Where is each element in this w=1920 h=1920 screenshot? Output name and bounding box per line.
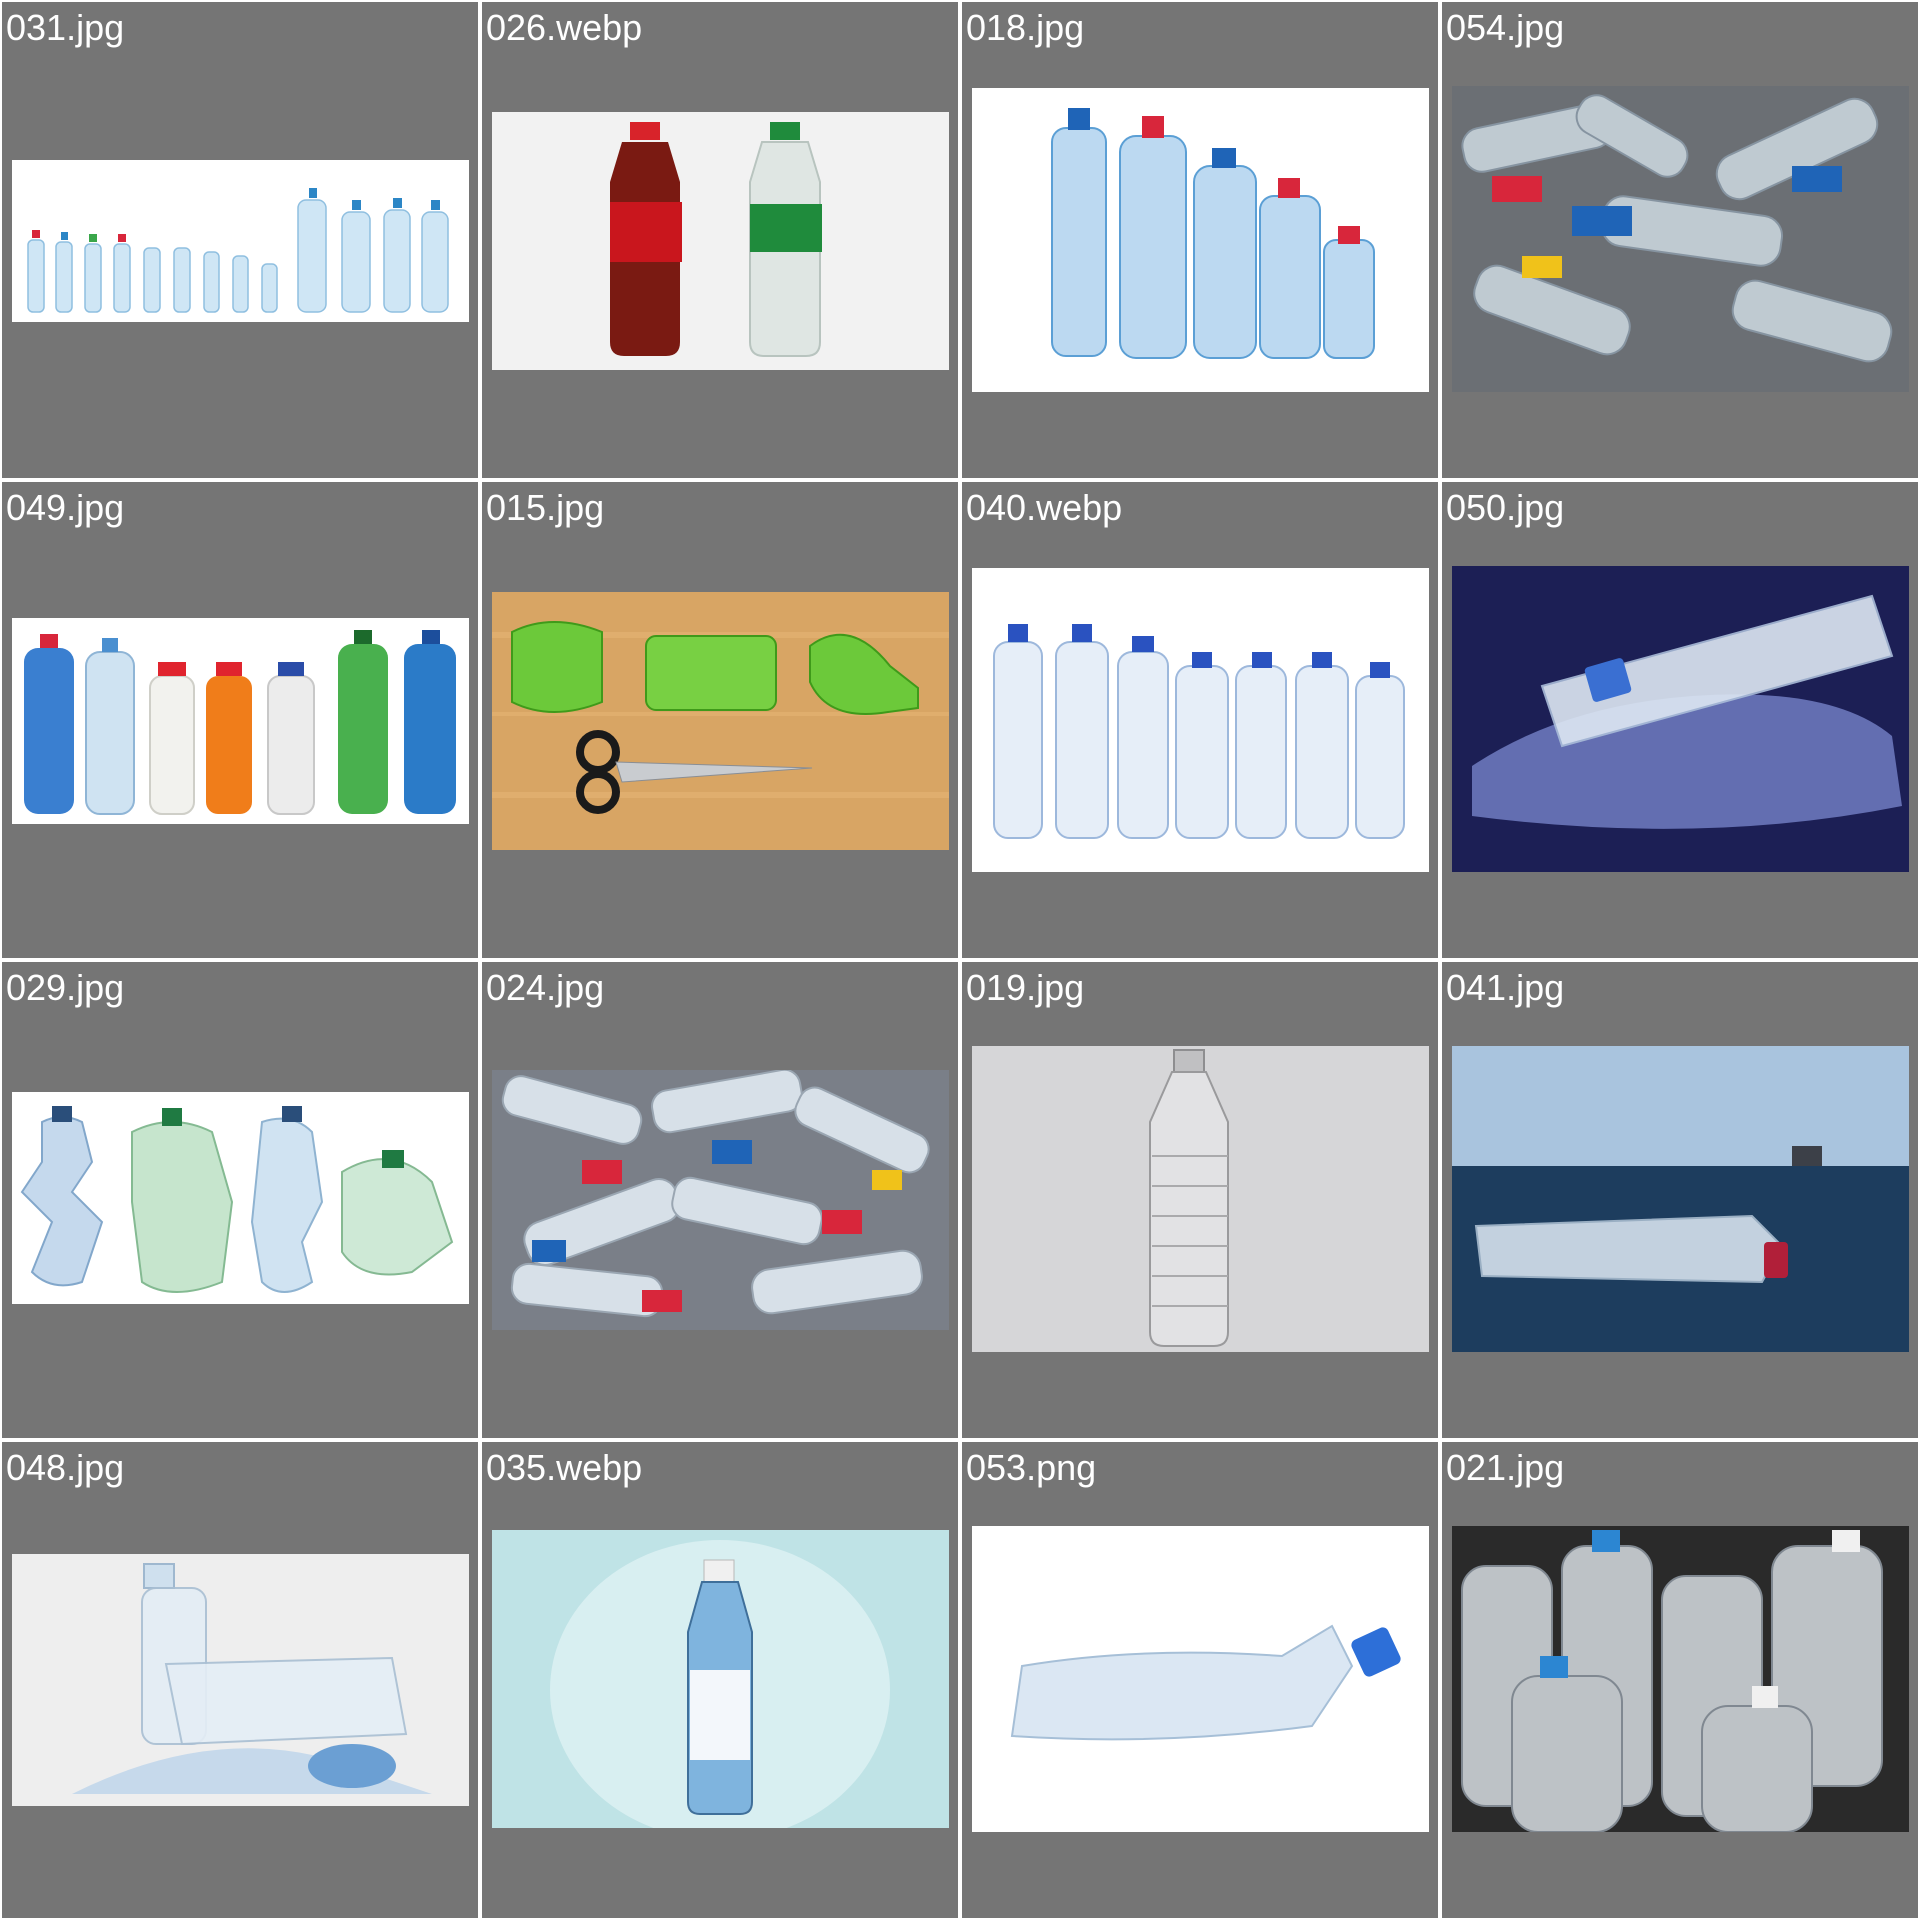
tile-026-webp[interactable]: 026.webp xyxy=(482,2,958,478)
tile-054-jpg[interactable]: 054.jpg xyxy=(1442,2,1918,478)
file-name-label: 015.jpg xyxy=(486,488,604,528)
thumbnail-image[interactable] xyxy=(492,1070,949,1330)
cut-green-bottle-with-scissors-icon xyxy=(492,592,949,850)
thumbnail-image[interactable] xyxy=(12,1092,469,1304)
file-name-label: 054.jpg xyxy=(1446,8,1564,48)
file-name-label: 040.webp xyxy=(966,488,1122,528)
thumbnail-image[interactable] xyxy=(1452,86,1909,392)
file-name-label: 018.jpg xyxy=(966,8,1084,48)
crumpled-bottle-blue-cap-icon xyxy=(972,1526,1429,1832)
tile-029-jpg[interactable]: 029.jpg xyxy=(2,962,478,1438)
thumbnail-image[interactable] xyxy=(972,1526,1429,1832)
file-name-label: 049.jpg xyxy=(6,488,124,528)
clear-bottles-closeup-icon xyxy=(1452,1526,1909,1832)
row-of-water-bottles-sizes-icon xyxy=(12,160,469,322)
tile-053-png[interactable]: 053.png xyxy=(962,1442,1438,1918)
bottles-flakes-and-pellets-icon xyxy=(12,1554,469,1806)
file-name-label: 021.jpg xyxy=(1446,1448,1564,1488)
thumbnail-image[interactable] xyxy=(972,88,1429,392)
colored-plastic-bottles-row-icon xyxy=(12,618,469,824)
file-name-label: 019.jpg xyxy=(966,968,1084,1008)
cola-and-lemon-soda-bottles-icon xyxy=(492,112,949,370)
thumbnail-image[interactable] xyxy=(492,1530,949,1828)
thumbnail-image[interactable] xyxy=(1452,566,1909,872)
pile-of-plastic-bottles-icon xyxy=(1452,86,1909,392)
tile-041-jpg[interactable]: 041.jpg xyxy=(1442,962,1918,1438)
single-empty-clear-bottle-icon xyxy=(972,1046,1429,1352)
bottle-on-pet-flakes-icon xyxy=(1452,566,1909,872)
thumbnail-image[interactable] xyxy=(972,568,1429,872)
thumbnail-image[interactable] xyxy=(12,1554,469,1806)
thumbnail-image[interactable] xyxy=(972,1046,1429,1352)
tile-050-jpg[interactable]: 050.jpg xyxy=(1442,482,1918,958)
thumbnail-image[interactable] xyxy=(1452,1526,1909,1832)
crushed-plastic-bottles-icon xyxy=(12,1092,469,1304)
tile-048-jpg[interactable]: 048.jpg xyxy=(2,1442,478,1918)
tile-040-webp[interactable]: 040.webp xyxy=(962,482,1438,958)
seven-water-bottles-row-icon xyxy=(972,568,1429,872)
bottle-floating-in-sea-icon xyxy=(1452,1046,1909,1352)
file-name-label: 029.jpg xyxy=(6,968,124,1008)
file-name-label: 024.jpg xyxy=(486,968,604,1008)
tile-035-webp[interactable]: 035.webp xyxy=(482,1442,958,1918)
file-name-label: 048.jpg xyxy=(6,1448,124,1488)
tile-021-jpg[interactable]: 021.jpg xyxy=(1442,1442,1918,1918)
file-name-label: 031.jpg xyxy=(6,8,124,48)
thumbnail-image[interactable] xyxy=(12,618,469,824)
file-name-label: 026.webp xyxy=(486,8,642,48)
file-name-label: 050.jpg xyxy=(1446,488,1564,528)
file-name-label: 035.webp xyxy=(486,1448,642,1488)
tile-049-jpg[interactable]: 049.jpg xyxy=(2,482,478,958)
five-blue-water-bottles-icon xyxy=(972,88,1429,392)
tile-024-jpg[interactable]: 024.jpg xyxy=(482,962,958,1438)
tile-031-jpg[interactable]: 031.jpg xyxy=(2,2,478,478)
thumbnail-image[interactable] xyxy=(1452,1046,1909,1352)
file-name-label: 041.jpg xyxy=(1446,968,1564,1008)
thumbnail-image[interactable] xyxy=(492,112,949,370)
tile-015-jpg[interactable]: 015.jpg xyxy=(482,482,958,958)
file-name-label: 053.png xyxy=(966,1448,1096,1488)
heap-of-colorful-bottles-icon xyxy=(492,1070,949,1330)
tile-019-jpg[interactable]: 019.jpg xyxy=(962,962,1438,1438)
thumbnail-image[interactable] xyxy=(492,592,949,850)
thumbnail-image[interactable] xyxy=(12,160,469,322)
pure-water-bottle-on-teal-icon xyxy=(492,1530,949,1828)
tile-018-jpg[interactable]: 018.jpg xyxy=(962,2,1438,478)
